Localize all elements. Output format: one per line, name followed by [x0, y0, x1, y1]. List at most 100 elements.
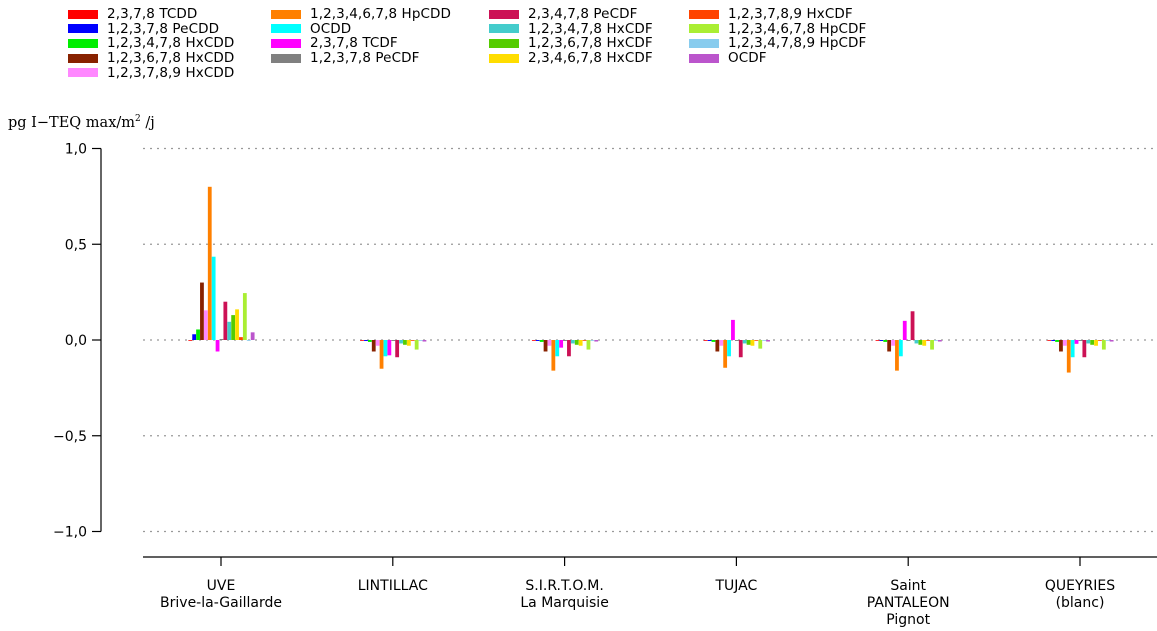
bar [891, 340, 895, 346]
legend-label: OCDF [728, 50, 767, 67]
legend-item: 2,3,7,8 TCDD [68, 7, 234, 22]
legend-label: 2,3,7,8 TCDF [310, 35, 398, 52]
bar [766, 340, 770, 342]
legend-swatch [68, 24, 98, 34]
bar [235, 309, 239, 340]
legend-item: 1,2,3,7,8,9 HxCDF [689, 7, 866, 22]
bar [192, 334, 197, 340]
legend-item: 2,3,4,6,7,8 HxCDF [489, 51, 653, 66]
legend-label: 1,2,3,4,7,8,9 HpCDF [728, 35, 867, 52]
bar [1109, 340, 1114, 342]
legend-label: 1,2,3,7,8,9 HxCDF [728, 6, 853, 23]
legend-item: 1,2,3,4,6,7,8 HpCDD [271, 7, 451, 22]
legend-label: 1,2,3,4,6,7,8 HpCDD [310, 6, 451, 23]
bar [379, 340, 384, 369]
legend-label: 1,2,3,4,6,7,8 HpCDF [728, 20, 867, 37]
bar [594, 340, 599, 342]
x-category-label: UVE [207, 578, 236, 594]
bar [762, 340, 767, 341]
bar [567, 340, 571, 357]
legend-swatch [489, 53, 519, 63]
bar [242, 293, 247, 340]
bar [574, 340, 579, 345]
x-category-label: Pignot [886, 612, 930, 628]
bar [422, 340, 427, 342]
legend-swatch [68, 53, 98, 63]
bar [1070, 340, 1075, 358]
bar [914, 340, 919, 344]
legend-column: 1,2,3,4,6,7,8 HpCDD OCDD 2,3,7,8 TCDF 1,2,3… [271, 7, 451, 65]
bar [1062, 340, 1067, 346]
x-category-label: La Marquisie [520, 595, 608, 611]
bar [188, 340, 193, 341]
bar [387, 340, 392, 356]
legend-swatch [271, 38, 301, 48]
bar [930, 340, 934, 350]
bar [227, 321, 232, 340]
bar [360, 340, 364, 341]
bar [203, 310, 208, 340]
bar [383, 340, 388, 357]
bar [719, 340, 724, 346]
bar [734, 340, 739, 341]
bar [1055, 340, 1059, 342]
bar [211, 256, 216, 340]
y-tick-label: 0,0 [65, 333, 87, 349]
bar [742, 340, 747, 344]
bar [403, 340, 407, 345]
bar [539, 340, 544, 342]
bar [703, 340, 708, 341]
bar [723, 340, 728, 368]
bar [731, 319, 735, 340]
x-category-label: Brive-la-Gaillarde [160, 595, 282, 611]
bar [898, 340, 903, 357]
legend-label: 1,2,3,4,7,8 HxCDF [528, 20, 653, 37]
bar [1059, 340, 1063, 352]
bar [746, 340, 751, 345]
legend-swatch [271, 53, 301, 63]
bar [364, 340, 368, 341]
x-category-label: QUEYRIES [1045, 578, 1115, 594]
y-tick-label: −0,5 [53, 429, 87, 445]
x-category-label: PANTALEON [867, 595, 950, 611]
bar [1074, 340, 1079, 344]
bar [906, 340, 911, 341]
bar [586, 340, 591, 350]
legend-label: 1,2,3,7,8 PeCDF [310, 50, 420, 67]
y-tick-label: −1,0 [53, 525, 87, 541]
bar [887, 340, 892, 352]
legend-label: 1,2,3,6,7,8 HxCDF [528, 35, 653, 52]
bar [1098, 340, 1102, 341]
bar [758, 340, 763, 349]
legend-swatch [689, 9, 719, 19]
bar [578, 340, 583, 346]
bar [918, 340, 923, 345]
legend-label: 1,2,3,7,8 PeCDD [107, 20, 220, 37]
bar [367, 340, 372, 342]
bar [1082, 340, 1087, 358]
legend-swatch [689, 53, 719, 63]
bar [196, 329, 200, 340]
legend-swatch [68, 68, 98, 78]
bar [590, 340, 595, 341]
legend-label: 1,2,3,6,7,8 HxCDD [107, 50, 235, 67]
bar [418, 340, 423, 341]
y-axis-label-suffix: /j [140, 114, 155, 131]
legend-item: OCDD [271, 22, 451, 37]
y-axis-label: pg I−TEQ max/m2 /j [8, 114, 155, 131]
legend-item: 1,2,3,6,7,8 HxCDD [68, 51, 234, 66]
y-axis-label-text: pg I−TEQ max/m [8, 114, 136, 131]
bar [902, 320, 907, 340]
bar [223, 301, 228, 340]
bar [715, 340, 720, 352]
bar [582, 340, 587, 341]
bar [250, 332, 255, 340]
legend-label: 1,2,3,7,8,9 HxCDD [107, 64, 235, 81]
y-tick-label: 0,5 [65, 237, 87, 253]
bar [1101, 340, 1106, 350]
legend-swatch [489, 24, 519, 34]
bar [926, 340, 931, 341]
bar [1051, 340, 1056, 341]
bar [922, 340, 927, 346]
